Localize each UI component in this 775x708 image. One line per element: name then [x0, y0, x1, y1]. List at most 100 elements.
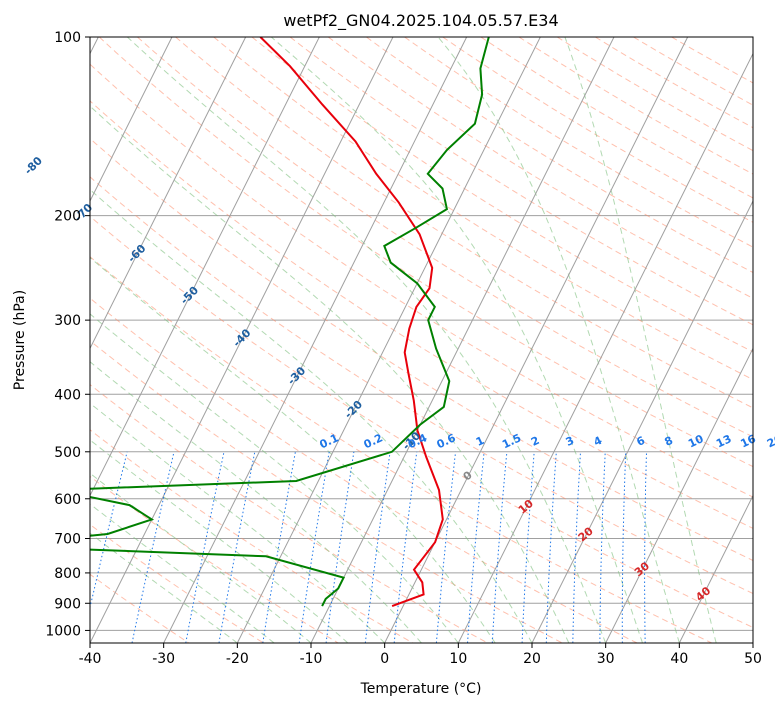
profile-lines — [90, 37, 490, 608]
dry-adiabat-line — [90, 340, 563, 643]
dry-adiabat-line — [98, 37, 753, 468]
mixing-ratio-label: 20 — [765, 432, 775, 450]
moist-adiabat-line — [437, 37, 680, 643]
y-tick-label: 800 — [54, 566, 81, 582]
mixing-ratio-label: 16 — [739, 432, 759, 450]
isotherm-line — [678, 494, 753, 643]
x-tick-label: 20 — [523, 651, 541, 667]
x-tick-label: -20 — [226, 651, 249, 667]
dry-adiabat-line — [327, 37, 753, 299]
isotherm-line — [384, 37, 689, 643]
dry-adiabat-line — [671, 37, 753, 84]
y-tick-label: 500 — [54, 445, 81, 461]
mixing-ratio-line — [90, 451, 128, 610]
mixing-ratio-label: 6 — [634, 434, 647, 449]
mixing-ratio-line — [621, 451, 627, 643]
x-tick-label: -40 — [79, 651, 102, 667]
y-tick-label: 100 — [54, 30, 81, 46]
isotherm-line — [90, 37, 173, 203]
moist-adiabat-line — [90, 105, 570, 643]
y-axis-title: Pressure (hPa) — [12, 290, 28, 390]
wetbulb-label: 20 — [576, 524, 596, 544]
dry-adiabat-line — [90, 297, 638, 643]
moist-adiabat-line — [90, 532, 238, 643]
mixing-ratio-label: 1 — [474, 434, 486, 449]
mixing-ratio-line — [435, 451, 457, 643]
isotherm-label: -60 — [125, 242, 148, 266]
dry-adiabat-line — [90, 176, 753, 595]
mixing-ratio-line — [599, 451, 606, 643]
mixing-ratio-line — [325, 451, 355, 643]
mixing-ratio-label: 1.5 — [500, 431, 523, 451]
isotherm-line — [236, 37, 541, 643]
mixing-ratio-line — [545, 451, 557, 643]
y-tick-label: 400 — [54, 387, 81, 403]
plot-frame — [89, 36, 754, 644]
dry-adiabat-line — [213, 37, 753, 381]
dry-adiabat-line — [289, 37, 753, 326]
x-tick-label: 0 — [380, 651, 389, 667]
isotherm-label: -80 — [22, 154, 45, 178]
x-tick-label: 50 — [744, 651, 762, 667]
x-axis-title: Temperature (°C) — [360, 681, 482, 697]
y-tick-label: 600 — [54, 492, 81, 508]
dewpoint-profile-line — [90, 37, 490, 607]
x-tick-label: -10 — [300, 651, 323, 667]
moist-adiabat-line — [90, 503, 275, 643]
mixing-ratio-line — [364, 451, 391, 643]
dry-adiabat-line — [633, 37, 753, 106]
dry-adiabat-line — [480, 37, 753, 199]
moist-adiabat-line — [270, 37, 643, 643]
mixing-ratio-line — [644, 451, 647, 643]
wetbulb-label: 40 — [693, 584, 713, 604]
dry-adiabat-line — [251, 37, 753, 353]
wetbulb-label: 10 — [516, 497, 536, 517]
mixing-ratio-line — [491, 451, 508, 643]
x-tick-label: 30 — [597, 651, 615, 667]
y-tick-label: 1000 — [45, 623, 81, 639]
isotherm-label: -50 — [178, 284, 201, 308]
x-tick-label: 40 — [670, 651, 688, 667]
chart-title: wetPf2_GN04.2025.104.05.57.E34 — [283, 11, 558, 31]
x-tick-label: -30 — [152, 651, 175, 667]
line-labels: -100-90-80-70-60-50-40-30-20-100.10.20.4… — [22, 154, 775, 604]
isotherm-label: -40 — [230, 326, 253, 350]
mixing-ratio-label: 0.6 — [435, 431, 458, 451]
isotherm-line — [310, 37, 615, 643]
moist-adiabat-line — [90, 402, 386, 643]
mixing-ratio-label: 0.2 — [362, 431, 385, 451]
dry-adiabat-line — [90, 100, 753, 529]
dry-adiabat-line — [90, 137, 753, 562]
mixing-ratio-line — [467, 451, 485, 643]
background-lines — [90, 37, 753, 643]
isotherm-line — [90, 37, 394, 643]
y-tick-label: 300 — [54, 313, 81, 329]
y-tick-label: 700 — [54, 532, 81, 548]
moist-adiabat-line — [564, 37, 717, 643]
dry-adiabat-line — [366, 37, 753, 274]
moist-adiabat-line — [90, 472, 312, 643]
mixing-ratio-label: 13 — [714, 432, 733, 450]
isotherm-line — [90, 37, 247, 350]
dry-adiabat-line — [175, 37, 753, 409]
isotherm-line — [531, 199, 753, 643]
moist-adiabat-line — [126, 37, 607, 643]
temperature-profile-line — [259, 37, 444, 608]
moist-adiabat-line — [90, 313, 459, 643]
dry-adiabat-line — [90, 256, 712, 643]
moist-adiabat-line — [90, 256, 496, 643]
mixing-ratio-label: 8 — [662, 434, 674, 449]
mixing-ratio-label: 0.1 — [318, 431, 341, 451]
dry-adiabat-line — [404, 37, 753, 248]
mixing-ratio-line — [131, 451, 175, 643]
isotherm-line — [163, 37, 468, 643]
y-tick-label: 200 — [54, 209, 81, 225]
mixing-ratio-label: 10 — [686, 432, 706, 450]
isotherm-line — [457, 52, 753, 643]
isotherm-line — [752, 641, 753, 643]
mixing-ratio-line — [393, 451, 418, 643]
dry-adiabat-line — [556, 37, 753, 152]
axes: -40 -30 -20 -10 0 10 20 30 40 5010020030040050060… — [45, 30, 762, 667]
mixing-ratio-line — [218, 451, 256, 643]
moist-adiabat-line — [90, 439, 349, 643]
